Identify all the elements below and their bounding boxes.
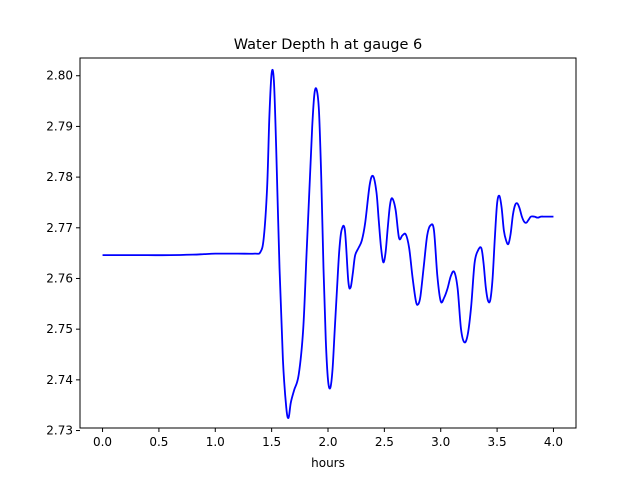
tick-layer: 0.0 0.5 1.0 1.5 2.0 2.5 3.0 3.5 4.0 2.73 2.74 2.75 2… [46,69,563,449]
x-tick-label: 0.5 [149,435,168,449]
y-tick-label: 2.79 [46,119,73,133]
data-layer [102,68,554,419]
plot-frame [79,57,577,429]
y-tick-label: 2.77 [46,221,73,235]
series-line-water-depth [102,68,554,419]
x-tick-label: 1.0 [206,435,225,449]
y-tick-label: 2.76 [46,271,73,285]
x-tick-label: 3.0 [431,435,450,449]
x-tick-label: 0.0 [93,435,112,449]
x-tick-label: 2.5 [375,435,394,449]
x-tick-label: 4.0 [544,435,563,449]
x-tick-label: 3.5 [488,435,507,449]
y-tick-label: 2.73 [46,424,73,438]
y-tick-label: 2.78 [46,170,73,184]
y-tick-label: 2.75 [46,322,73,336]
y-tick-label: 2.80 [46,69,73,83]
x-axis-label: hours [311,456,345,470]
x-tick-label: 2.0 [318,435,337,449]
chart-title: Water Depth h at gauge 6 [234,37,422,53]
y-tick-label: 2.74 [46,373,73,387]
plot-area [80,58,576,428]
x-tick-label: 1.5 [262,435,281,449]
